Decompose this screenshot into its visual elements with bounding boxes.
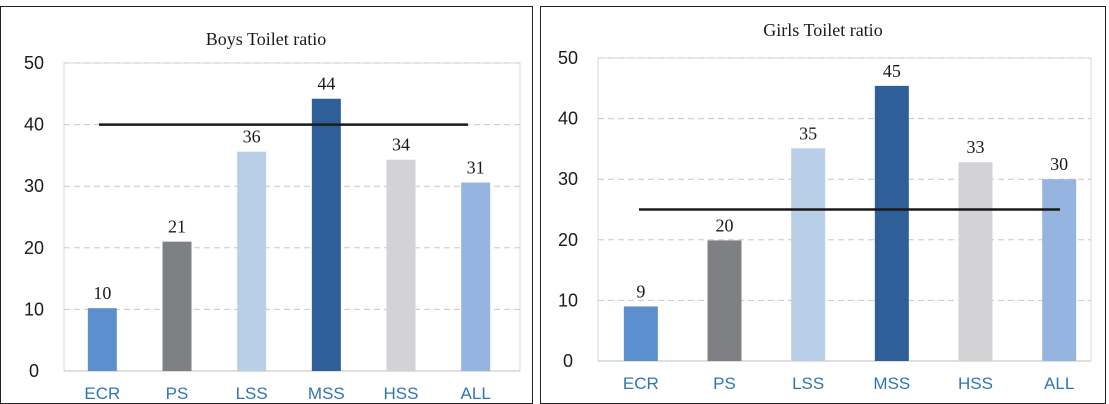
boys-y-tick-label: 0 xyxy=(29,361,39,381)
girls-bar-lss xyxy=(791,148,826,361)
boys-data-label-ps: 21 xyxy=(168,217,186,237)
boys-y-tick-label: 30 xyxy=(24,176,44,196)
girls-x-tick-label-hss: HSS xyxy=(958,374,993,393)
boys-data-label-mss: 44 xyxy=(317,74,335,94)
boys-plot-area xyxy=(63,62,521,372)
girls-x-tick-label-ecr: ECR xyxy=(623,374,659,393)
girls-data-label-ps: 20 xyxy=(716,215,734,235)
girls-y-tick-label: 0 xyxy=(563,351,573,371)
girls-bar-ps xyxy=(707,240,742,361)
girls-bar-mss xyxy=(874,85,909,361)
boys-chart-title: Boys Toilet ratio xyxy=(206,29,326,49)
boys-chart: Boys Toilet ratio 0 10 20 30 40 50 10 ECR 21 PS 36… xyxy=(24,29,521,403)
girls-bar-ecr xyxy=(623,306,658,361)
top-strip xyxy=(0,0,1109,6)
girls-x-tick-label-all: ALL xyxy=(1044,374,1074,393)
boys-x-tick-label-ecr: ECR xyxy=(84,384,120,403)
girls-data-label-ecr: 9 xyxy=(636,281,645,301)
boys-chart-panel: Boys Toilet ratio 0 10 20 30 40 50 10 ECR 21 PS 36… xyxy=(0,6,533,404)
boys-bar-hss xyxy=(386,159,416,371)
girls-x-tick-label-ps: PS xyxy=(713,374,736,393)
girls-y-tick-label: 10 xyxy=(558,290,578,310)
girls-y-tick-label: 20 xyxy=(558,230,578,250)
boys-data-label-ecr: 10 xyxy=(93,283,111,303)
boys-y-tick-label: 40 xyxy=(24,115,44,135)
girls-y-tick-label: 30 xyxy=(558,169,578,189)
girls-chart: Girls Toilet ratio 0 10 20 30 40 50 9 ECR 20 PS 35… xyxy=(558,20,1092,393)
girls-y-tick-label: 40 xyxy=(558,109,578,129)
boys-y-tick-label: 20 xyxy=(24,238,44,258)
girls-data-label-hss: 33 xyxy=(967,137,985,157)
girls-y-tick-label: 50 xyxy=(558,48,578,68)
girls-chart-title: Girls Toilet ratio xyxy=(763,20,882,40)
boys-x-tick-label-mss: MSS xyxy=(308,384,345,403)
girls-data-label-all: 30 xyxy=(1050,154,1068,174)
boys-bar-all xyxy=(461,182,491,371)
boys-x-tick-label-ps: PS xyxy=(166,384,189,403)
boys-x-tick-label-lss: LSS xyxy=(236,384,268,403)
girls-data-label-mss: 45 xyxy=(883,61,901,81)
boys-data-label-hss: 34 xyxy=(392,135,410,155)
boys-y-tick-label: 10 xyxy=(24,299,44,319)
girls-chart-panel: Girls Toilet ratio 0 10 20 30 40 50 9 ECR 20 PS 35… xyxy=(540,6,1106,404)
girls-x-tick-label-lss: LSS xyxy=(792,374,824,393)
boys-bar-mss xyxy=(311,98,341,371)
girls-data-label-lss: 35 xyxy=(799,123,817,143)
boys-y-tick-label: 50 xyxy=(24,53,44,73)
boys-data-label-lss: 36 xyxy=(243,127,261,147)
girls-bar-hss xyxy=(958,162,993,361)
boys-x-tick-label-hss: HSS xyxy=(384,384,419,403)
boys-x-tick-label-all: ALL xyxy=(461,384,491,403)
girls-x-tick-label-mss: MSS xyxy=(873,374,910,393)
boys-bar-ps xyxy=(162,241,192,371)
boys-data-label-all: 31 xyxy=(467,158,485,178)
girls-bar-all xyxy=(1042,179,1077,361)
boys-bar-ecr xyxy=(87,308,117,371)
boys-bar-lss xyxy=(237,151,267,371)
